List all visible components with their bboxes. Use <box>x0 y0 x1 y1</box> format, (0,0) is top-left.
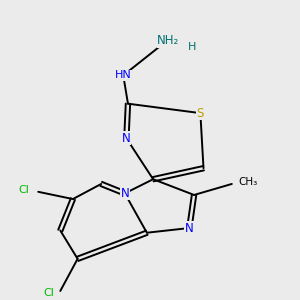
Text: NH₂: NH₂ <box>157 34 179 47</box>
Text: Cl: Cl <box>19 184 29 195</box>
Text: S: S <box>197 106 204 120</box>
Text: H: H <box>188 42 197 52</box>
Text: N: N <box>120 187 129 200</box>
Text: N: N <box>122 132 131 145</box>
Text: CH₃: CH₃ <box>238 177 257 187</box>
Text: Cl: Cl <box>43 289 54 298</box>
Text: N: N <box>185 221 194 235</box>
Text: HN: HN <box>115 70 132 80</box>
